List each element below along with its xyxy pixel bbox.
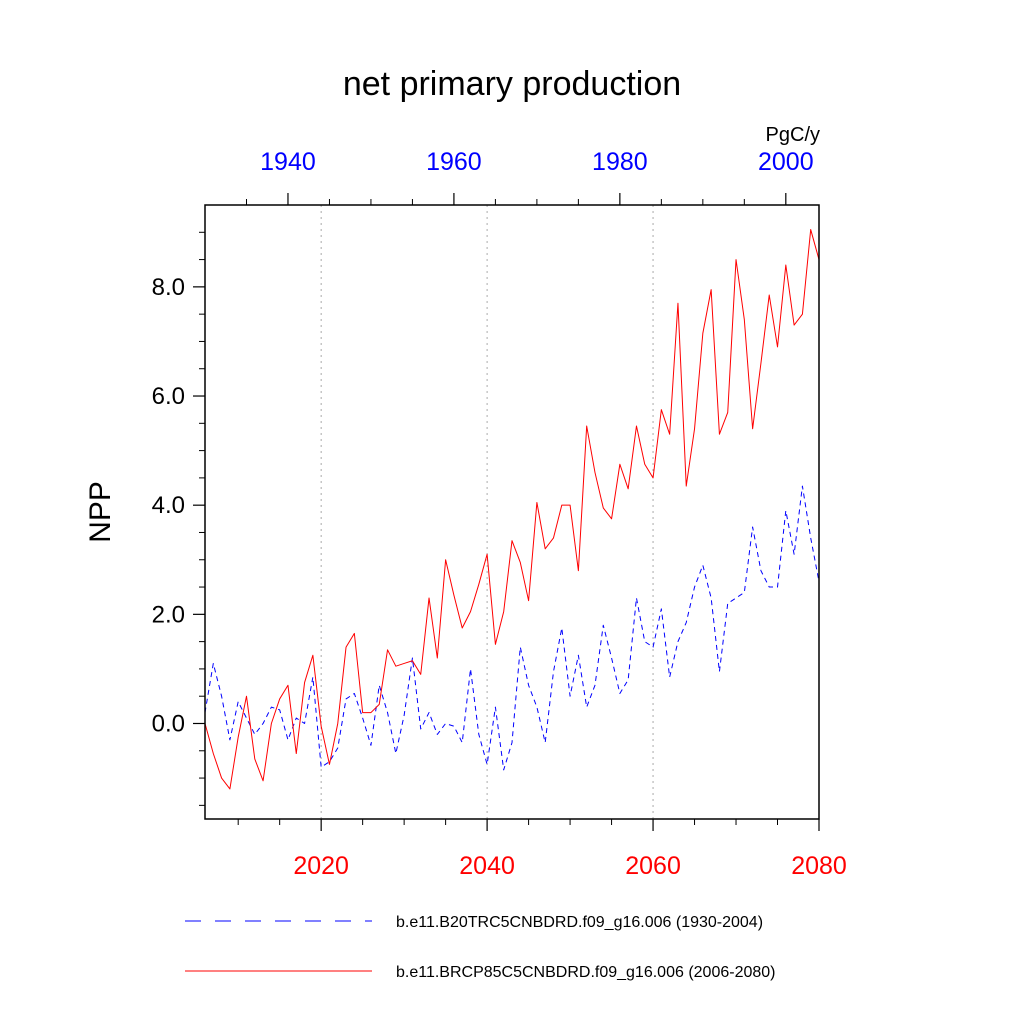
axes: 0.0 2.0 4.0 6.0 8.0 2020 2040 2060 2080 1940 1960 1… (152, 148, 847, 880)
x-bottom-tick-label-2020: 2020 (293, 852, 349, 880)
y-tick-label-8: 8.0 (152, 274, 185, 301)
x-top-tick-label-2000: 2000 (758, 148, 814, 176)
x-bottom-tick-label-2080: 2080 (791, 852, 847, 880)
units-label: PgC/y (766, 124, 820, 146)
y-tick-label-2: 2.0 (152, 601, 185, 628)
y-tick-label-0: 0.0 (152, 710, 185, 737)
x-top-tick-label-1940: 1940 (260, 148, 316, 176)
series-lines (204, 229, 820, 790)
y-axis-label: NPP (84, 481, 117, 543)
legend: b.e11.B20TRC5CNBDRD.f09_g16.006 (1930-20… (185, 914, 775, 981)
y-tick-label-4: 4.0 (152, 492, 185, 519)
series-line-historical (204, 485, 820, 771)
x-top-tick-label-1980: 1980 (592, 148, 648, 176)
x-top-tick-label-1960: 1960 (426, 148, 482, 176)
legend-label-2: b.e11.BRCP85C5CNBDRD.f09_g16.006 (2006-2… (396, 964, 775, 981)
plot-frame (204, 204, 820, 820)
x-bottom-tick-label-2040: 2040 (459, 852, 515, 880)
series-line-rcp85 (204, 229, 820, 790)
legend-label-1: b.e11.B20TRC5CNBDRD.f09_g16.006 (1930-20… (396, 914, 763, 931)
x-bottom-tick-label-2060: 2060 (625, 852, 681, 880)
chart-title: net primary production (343, 65, 681, 103)
y-tick-label-6: 6.0 (152, 383, 185, 410)
grid-lines (320, 205, 654, 819)
